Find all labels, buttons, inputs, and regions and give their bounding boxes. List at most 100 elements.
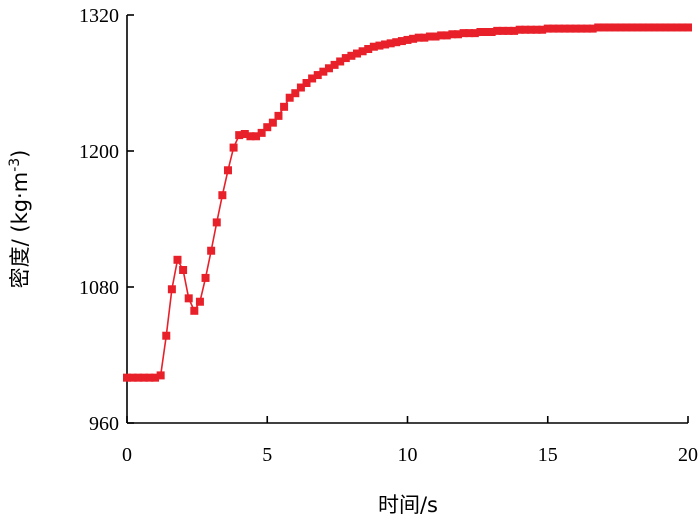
data-point: [420, 33, 429, 42]
x-tick-label: 0: [122, 444, 132, 466]
data-point: [336, 57, 345, 66]
data-point: [493, 26, 502, 35]
data-point: [184, 294, 193, 303]
data-point: [201, 273, 210, 282]
data-point: [257, 128, 266, 137]
data-point: [633, 23, 642, 32]
data-point: [453, 30, 462, 39]
data-point: [678, 23, 687, 32]
data-point: [319, 67, 328, 76]
data-point: [639, 23, 648, 32]
data-point: [442, 31, 451, 40]
data-point: [622, 23, 631, 32]
data-point: [162, 331, 171, 340]
data-point: [240, 130, 249, 138]
data-point: [560, 24, 569, 33]
data-point: [650, 23, 659, 32]
data-point: [431, 32, 440, 41]
data-point: [543, 24, 552, 33]
data-point: [268, 118, 277, 127]
x-tick-label: 15: [538, 444, 558, 466]
data-point: [437, 31, 446, 40]
data-point: [504, 26, 513, 35]
data-point: [364, 45, 373, 53]
data-point: [128, 373, 137, 382]
data-point: [465, 29, 474, 38]
data-point: [195, 297, 204, 306]
data-point: [605, 23, 614, 32]
data-point: [263, 123, 272, 132]
data-point: [218, 191, 227, 200]
data-point: [179, 266, 188, 274]
data-point: [425, 32, 434, 41]
y-axis-title: 密度/ (kg·m-3): [7, 150, 32, 289]
x-ticks: 0 5 10 15 20: [122, 416, 698, 466]
data-point: [386, 39, 395, 48]
data-point: [655, 23, 664, 32]
data-point: [661, 23, 670, 32]
data-point: [571, 24, 580, 33]
data-point: [627, 23, 636, 32]
data-point: [414, 33, 423, 42]
plot-area: 960 1080 1200 1320 0 5 10 15 20: [79, 5, 698, 466]
data-point: [223, 166, 232, 175]
data-point: [459, 29, 468, 38]
series-line: [127, 26, 688, 379]
data-point: [448, 30, 457, 39]
data-point: [538, 25, 547, 34]
data-point: [667, 23, 676, 32]
data-point: [549, 24, 558, 33]
data-point: [190, 306, 199, 315]
x-tick-label: 20: [678, 444, 698, 466]
data-point: [229, 143, 238, 152]
data-point: [291, 89, 300, 98]
y-tick-label: 1320: [79, 5, 119, 27]
series-group: [123, 23, 692, 382]
data-point: [330, 60, 339, 69]
data-point: [470, 29, 479, 38]
data-point: [207, 246, 216, 255]
y-tick-label: 960: [89, 413, 119, 435]
data-point: [313, 71, 322, 80]
data-point: [381, 40, 390, 49]
x-axis-title: 时间/s: [378, 493, 438, 517]
data-point: [476, 28, 485, 36]
data-point: [235, 131, 244, 140]
data-point: [353, 49, 362, 58]
data-point: [347, 51, 356, 60]
data-point: [212, 218, 221, 227]
data-point: [526, 25, 535, 34]
data-point: [296, 83, 305, 92]
data-point: [280, 102, 289, 111]
data-point: [397, 37, 406, 46]
data-point: [369, 42, 378, 51]
data-point: [123, 373, 131, 382]
x-tick-label: 10: [398, 444, 418, 466]
y-ticks: 960 1080 1200 1320: [79, 5, 134, 435]
data-point: [583, 24, 592, 33]
data-point: [521, 25, 530, 34]
data-point: [151, 373, 160, 382]
data-point: [156, 371, 165, 380]
y-tick-label: 1200: [79, 141, 119, 163]
x-tick-label: 5: [262, 444, 272, 466]
data-point: [173, 255, 182, 264]
data-point: [510, 26, 519, 35]
data-point: [487, 28, 496, 36]
data-point: [482, 28, 491, 36]
data-point: [167, 285, 176, 294]
data-point: [324, 64, 333, 73]
data-point: [684, 23, 692, 32]
data-point: [599, 23, 608, 32]
data-point: [252, 132, 261, 141]
data-point: [588, 24, 597, 33]
data-point: [139, 373, 148, 382]
data-point: [358, 47, 367, 56]
data-point: [577, 24, 586, 33]
data-point: [409, 34, 418, 43]
data-point: [375, 41, 384, 50]
data-point: [644, 23, 653, 32]
data-point: [594, 23, 603, 32]
data-point: [566, 24, 575, 33]
